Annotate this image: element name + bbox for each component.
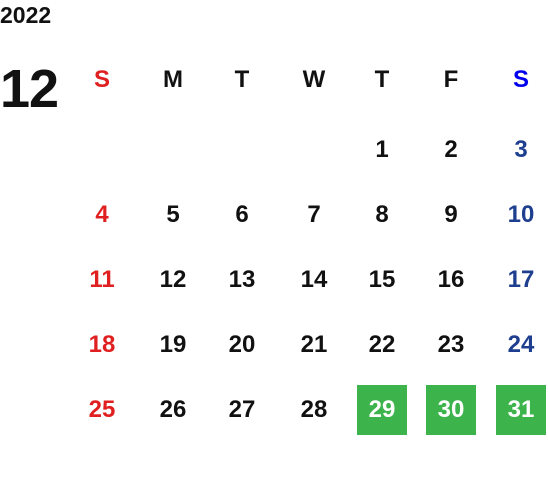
day-cell: 3 [514,136,528,163]
day-cell: 10 [507,201,535,228]
day-cell: 8 [375,201,389,228]
weekday-header: T [374,66,390,93]
day-cell: 15 [368,266,396,293]
weekday-header: T [234,66,250,93]
day-cell: 31 [496,385,546,435]
month: 12 [0,59,59,119]
weekday-header: F [443,66,459,93]
day-cell: 28 [300,396,328,423]
day-cell: 19 [159,331,187,358]
day-cell: 5 [166,201,180,228]
year: 2022 [0,2,52,28]
day-cell: 20 [228,331,256,358]
weekday-header: W [302,66,326,93]
weekday-header: M [163,66,183,93]
day-cell: 13 [228,266,256,293]
weekday-header: S [512,66,529,93]
day-cell: 30 [426,385,476,435]
day-cell: 9 [444,201,458,228]
day-cell: 2 [444,136,458,163]
day-cell: 1 [375,136,389,163]
day-cell: 25 [88,396,116,423]
day-cell: 21 [300,331,328,358]
day-cell: 16 [437,266,465,293]
day-cell: 23 [437,331,465,358]
day-cell: 12 [159,266,187,293]
day-cell: 27 [228,396,256,423]
day-cell: 26 [159,396,187,423]
day-cell: 7 [307,201,321,228]
day-cell: 17 [507,266,535,293]
weekday-header: S [93,66,110,93]
day-cell: 11 [89,266,115,293]
day-cell: 6 [235,201,249,228]
day-cell: 22 [368,331,396,358]
day-cell: 18 [88,331,116,358]
day-cell: 4 [95,201,109,228]
day-cell: 24 [507,331,535,358]
day-cell: 29 [357,385,407,435]
day-cell: 14 [300,266,328,293]
